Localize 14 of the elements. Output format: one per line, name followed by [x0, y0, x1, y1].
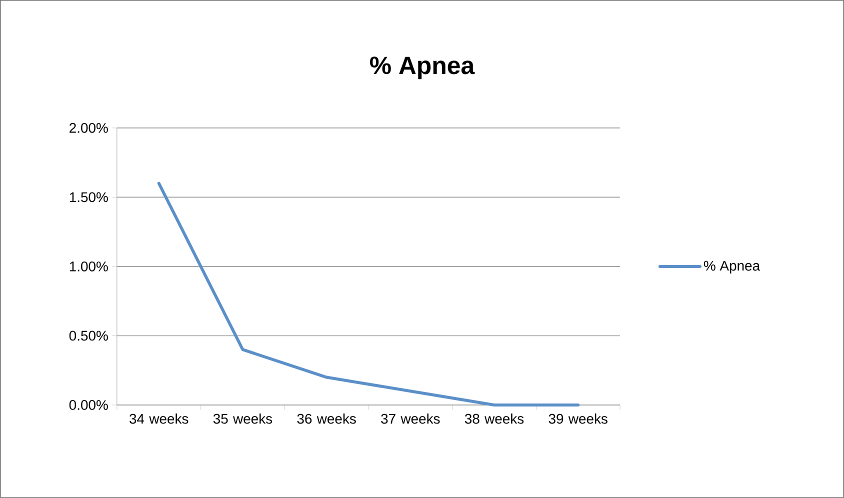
x-tick-label: 34 weeks — [130, 414, 188, 424]
y-tick-label: 1.50% — [70, 192, 108, 202]
y-tick-label: 1.00% — [70, 262, 108, 272]
x-tick-label: 35 weeks — [213, 414, 272, 424]
x-tick-label: 38 weeks — [464, 414, 524, 424]
y-tick-label: 0.50% — [69, 330, 108, 341]
y-tick-label: 0.00% — [69, 400, 108, 410]
y-tick-label: 2.00% — [70, 123, 108, 133]
x-tick-label: 36 weeks — [297, 414, 356, 424]
line-series — [157, 182, 580, 407]
x-tick-label: 39 weeks — [548, 414, 608, 424]
chart-title: % Apnea — [370, 56, 475, 80]
x-tick-label: 37 weeks — [381, 414, 440, 424]
legend-label: % Apnea — [704, 260, 760, 274]
